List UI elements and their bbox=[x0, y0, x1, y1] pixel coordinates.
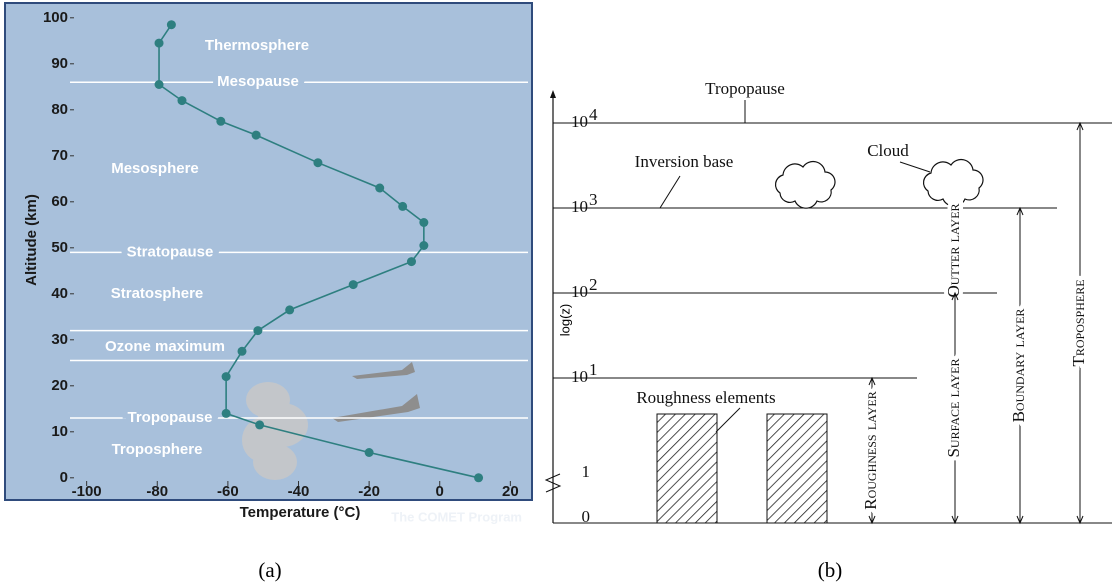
x-tick-label: -60 bbox=[217, 483, 239, 500]
data-point bbox=[251, 130, 261, 140]
x-tick-label: 0 bbox=[436, 483, 444, 500]
y-tick-label: 30 bbox=[51, 331, 68, 348]
y-tick-label: 40 bbox=[51, 285, 68, 302]
cloud-image bbox=[242, 382, 308, 480]
layer-label: Outter layer bbox=[944, 203, 963, 297]
data-point bbox=[154, 80, 164, 89]
data-point bbox=[419, 241, 429, 250]
leaders bbox=[659, 100, 931, 433]
caption: (b) bbox=[818, 558, 843, 582]
data-point bbox=[375, 183, 385, 193]
y-axis-label: log(z) bbox=[557, 304, 572, 337]
x-tick-label: -80 bbox=[146, 483, 168, 500]
y-tick-label: 0 bbox=[582, 507, 591, 526]
y-tick-label: 10 bbox=[51, 423, 68, 440]
y-tick-exponent: 4 bbox=[589, 105, 598, 124]
data-point bbox=[154, 38, 164, 48]
y-tick-exponent: 1 bbox=[589, 360, 598, 379]
y-tick-exponent: 3 bbox=[589, 190, 598, 209]
y-tick-base: 10 bbox=[571, 282, 588, 301]
y-tick-base: 10 bbox=[571, 367, 588, 386]
layer-label: Surface layer bbox=[944, 358, 963, 457]
y-tick-exponent: 2 bbox=[589, 275, 598, 294]
y-tick-label: 70 bbox=[51, 147, 68, 164]
arrow-head bbox=[868, 376, 876, 525]
panel-a: Temperature (°C) Altitude (km) The COMET… bbox=[4, 2, 533, 524]
reference-label: Tropopause bbox=[127, 409, 212, 426]
cloud bbox=[774, 160, 836, 209]
region-label: Stratosphere bbox=[111, 285, 204, 302]
region-label: Mesosphere bbox=[111, 160, 199, 177]
x-tick-label: 20 bbox=[502, 483, 519, 500]
panel-b: Tropopause Inversion base Cloud Roughnes… bbox=[544, 79, 1112, 526]
y-tick-label: 50 bbox=[51, 239, 68, 256]
caption: (a) bbox=[258, 558, 281, 582]
x-tick-label: -20 bbox=[358, 483, 380, 500]
arrow-head bbox=[951, 291, 959, 525]
x-tick-label: -40 bbox=[288, 483, 310, 500]
data-point bbox=[313, 158, 323, 168]
roughness-element bbox=[766, 413, 828, 524]
cloud bbox=[922, 158, 984, 207]
y-tick-label: 0 bbox=[60, 469, 68, 486]
layer-label: Troposphere bbox=[1069, 279, 1088, 366]
arrow-head bbox=[1076, 121, 1084, 525]
region-label: Thermosphere bbox=[205, 37, 309, 54]
region-label: Troposphere bbox=[112, 441, 203, 458]
y-axis-label: Altitude (km) bbox=[23, 194, 40, 286]
credit: The COMET Program bbox=[391, 509, 522, 524]
arrow-head bbox=[1016, 206, 1024, 525]
y-tick-label: 100 bbox=[43, 9, 68, 26]
data-point bbox=[419, 218, 429, 227]
data-point bbox=[348, 280, 358, 290]
y-tick-base: 10 bbox=[571, 197, 588, 216]
data-point bbox=[364, 448, 374, 457]
y-tick-label: 90 bbox=[51, 55, 68, 72]
data-point bbox=[177, 96, 187, 106]
cloud-label: Cloud bbox=[867, 141, 909, 160]
planes bbox=[332, 362, 420, 422]
layer-label: Boundary layer bbox=[1009, 309, 1028, 423]
layer-label: Roughness layer bbox=[861, 391, 880, 510]
inversion-label: Inversion base bbox=[635, 152, 734, 171]
data-point bbox=[474, 473, 484, 483]
x-tick-label: -100 bbox=[72, 483, 102, 500]
data-point bbox=[255, 420, 265, 430]
y-tick-label: 80 bbox=[51, 101, 68, 118]
data-point bbox=[237, 346, 247, 356]
data-point bbox=[166, 20, 176, 30]
y-tick-label: 60 bbox=[51, 193, 68, 210]
tropopause-label: Tropopause bbox=[705, 79, 785, 98]
reference-label: Mesopause bbox=[217, 73, 299, 90]
y-tick-base: 10 bbox=[571, 112, 588, 131]
data-point bbox=[221, 372, 231, 382]
data-point bbox=[406, 257, 416, 267]
reference-label: Stratopause bbox=[127, 243, 214, 260]
roughness-elements-label: Roughness elements bbox=[636, 388, 775, 407]
data-point bbox=[398, 201, 408, 211]
axis-arrow bbox=[550, 90, 556, 98]
y-tick-label: 20 bbox=[51, 377, 68, 394]
region-label: Ozone maximum bbox=[105, 338, 225, 355]
data-point bbox=[253, 326, 263, 336]
data-point bbox=[221, 408, 231, 418]
y-tick-label: 1 bbox=[582, 462, 591, 481]
data-point bbox=[216, 116, 226, 126]
data-point bbox=[285, 305, 295, 315]
x-axis-label: Temperature (°C) bbox=[240, 504, 361, 521]
axis-break bbox=[544, 473, 562, 493]
roughness-element bbox=[656, 413, 718, 524]
